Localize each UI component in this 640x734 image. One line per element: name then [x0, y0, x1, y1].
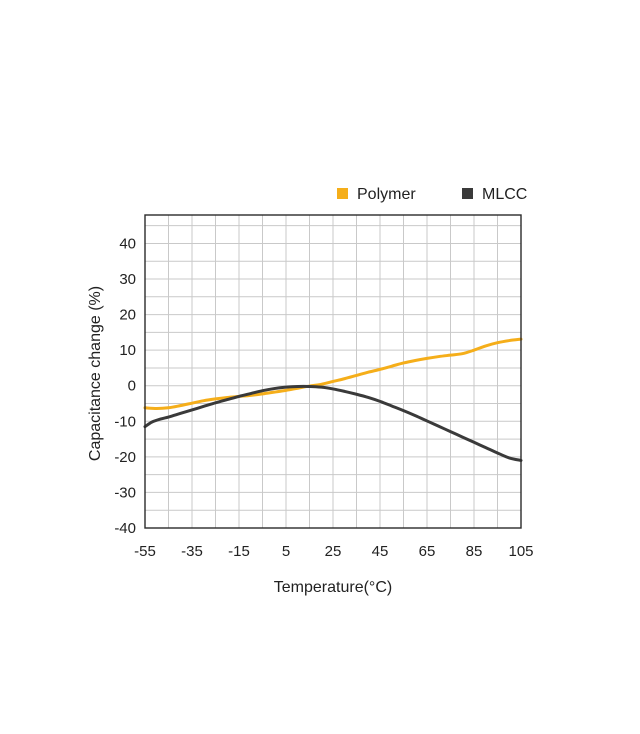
x-tick-label: 45	[372, 543, 389, 560]
series-layer	[143, 337, 523, 462]
plot-frame	[144, 214, 522, 529]
legend-label-mlcc: MLCC	[482, 186, 527, 203]
legend-label-polymer: Polymer	[357, 186, 416, 203]
x-tick-label: 65	[419, 543, 436, 560]
series-line-mlcc	[143, 384, 523, 462]
y-tick-label: 30	[119, 271, 136, 288]
y-tick-label: 40	[119, 235, 136, 252]
y-tick-label: -30	[114, 484, 136, 501]
y-tick-label: 20	[119, 307, 136, 324]
tick-labels: -55 -35 -15 5 25 45 65 85 105 -40 -30 -20 -10 0 10 20 30…	[114, 235, 533, 560]
y-tick-label: 0	[128, 378, 136, 395]
y-tick-label: -10	[114, 413, 136, 430]
x-tick-label: 25	[325, 543, 342, 560]
x-tick-label: 5	[282, 543, 290, 560]
legend: Polymer MLCC	[337, 186, 527, 203]
legend-swatch-mlcc	[462, 188, 473, 199]
legend-swatch-polymer	[337, 188, 348, 199]
x-tick-label: -35	[181, 543, 203, 560]
grid-lines	[145, 215, 521, 528]
x-tick-label: 85	[466, 543, 483, 560]
y-tick-label: -20	[114, 449, 136, 466]
y-tick-label: 10	[119, 342, 136, 359]
y-axis-label: Capacitance change (%)	[87, 286, 104, 461]
y-tick-label: -40	[114, 520, 136, 537]
series-line-polymer	[143, 337, 523, 410]
x-tick-label: -55	[134, 543, 156, 560]
x-axis-label: Temperature(°C)	[274, 579, 392, 596]
x-tick-label: 105	[508, 543, 533, 560]
x-tick-label: -15	[228, 543, 250, 560]
